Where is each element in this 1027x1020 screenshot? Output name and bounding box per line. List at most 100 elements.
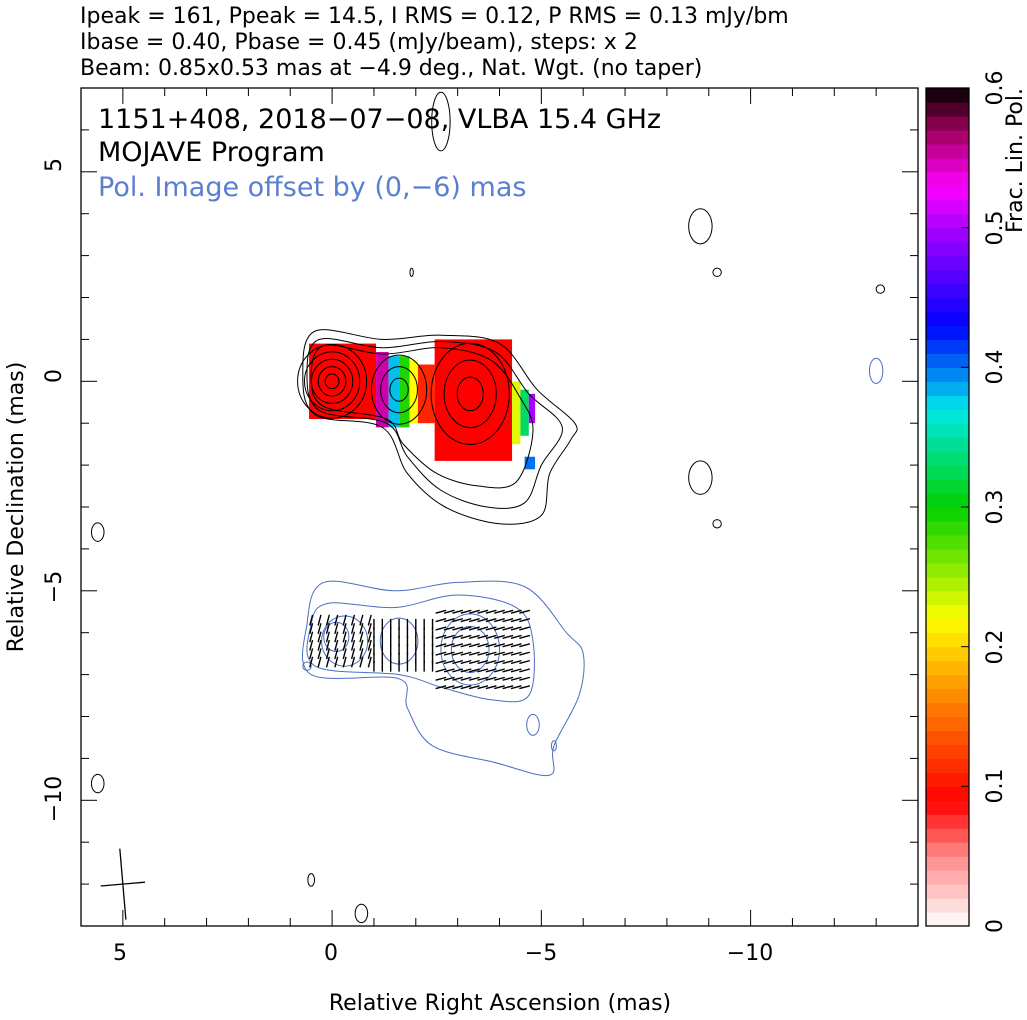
evpa-stick xyxy=(519,685,531,690)
x-tick-label: 5 xyxy=(113,941,127,966)
evpa-stick xyxy=(342,631,347,643)
evpa-stick xyxy=(494,659,505,665)
evpa-stick xyxy=(342,656,347,668)
evpa-stick xyxy=(502,609,514,614)
evpa-stick xyxy=(452,618,464,623)
evpa-stick xyxy=(494,651,505,656)
colorbar-segment xyxy=(926,730,969,746)
evpa-stick xyxy=(460,659,472,665)
evpa-stick xyxy=(359,614,364,626)
colorbar-segment xyxy=(926,814,969,829)
evpa-stick xyxy=(443,618,455,623)
evpa-stick xyxy=(309,656,314,668)
stokes-i-contour xyxy=(324,373,340,390)
evpa-stick xyxy=(325,648,330,660)
colorbar-segment xyxy=(926,185,969,201)
evpa-stick xyxy=(367,631,372,643)
colorbar-segment xyxy=(926,870,969,885)
colorbar-segment xyxy=(926,227,969,243)
frac-pol-pixel-block xyxy=(376,351,389,428)
evpa-stick xyxy=(519,651,531,656)
evpa-stick xyxy=(350,614,356,626)
evpa-stick xyxy=(510,609,522,614)
evpa-stick xyxy=(443,685,455,690)
evpa-stick xyxy=(342,623,347,634)
colorbar-segment xyxy=(926,395,969,410)
evpa-stick xyxy=(519,676,531,681)
evpa-stick xyxy=(494,609,505,614)
evpa-stick xyxy=(309,648,314,660)
evpa-stick xyxy=(519,626,531,631)
evpa-stick xyxy=(510,626,522,631)
evpa-stick xyxy=(519,618,531,623)
evpa-stick xyxy=(350,656,356,668)
colorbar-segment xyxy=(926,716,969,732)
evpa-stick xyxy=(325,623,330,634)
frac-pol-image xyxy=(309,339,536,470)
evpa-stick xyxy=(460,634,472,639)
colorbar-segment xyxy=(926,520,969,536)
program-annotation: MOJAVE Program xyxy=(98,137,325,168)
colorbar-segment xyxy=(926,604,969,620)
stokes-i-contour xyxy=(380,366,418,414)
evpa-stick xyxy=(502,626,514,631)
colorbar-segment xyxy=(926,632,969,648)
colorbar-segment xyxy=(926,381,969,396)
evpa-stick xyxy=(510,618,522,623)
evpa-stick xyxy=(325,656,330,668)
evpa-stick xyxy=(317,623,322,634)
evpa-stick xyxy=(359,656,364,668)
colorbar-segment xyxy=(926,241,969,257)
evpa-stick xyxy=(452,634,464,639)
evpa-stick xyxy=(485,659,497,665)
evpa-stick xyxy=(367,639,372,651)
noise-contour xyxy=(688,208,713,245)
evpa-stick xyxy=(350,648,356,660)
colorbar-segment xyxy=(926,660,969,676)
colorbar-segment xyxy=(926,884,969,899)
colorbar-segment xyxy=(926,618,969,634)
colorbar-segment xyxy=(926,437,969,452)
colorbar-segment xyxy=(926,842,969,857)
header-beam-line: Beam: 0.85x0.53 mas at −4.9 deg., Nat. W… xyxy=(80,56,702,81)
colorbar-tick-label: 0.3 xyxy=(983,490,1008,525)
evpa-stick xyxy=(452,626,464,631)
evpa-stick xyxy=(359,623,364,634)
evpa-stick xyxy=(452,676,464,681)
colorbar-segment xyxy=(926,758,969,773)
evpa-sticks xyxy=(309,609,531,690)
evpa-stick xyxy=(510,685,522,690)
colorbar-segment xyxy=(926,674,969,690)
pol-contour xyxy=(302,661,312,671)
evpa-stick xyxy=(359,639,364,651)
evpa-stick xyxy=(477,668,489,673)
evpa-stick xyxy=(485,634,497,639)
frac-pol-pixel-block xyxy=(512,381,521,445)
evpa-stick xyxy=(510,668,522,673)
evpa-stick xyxy=(325,631,330,643)
colorbar-segment xyxy=(926,898,969,913)
evpa-stick xyxy=(435,668,447,673)
evpa-stick xyxy=(350,631,356,643)
colorbar-segment xyxy=(926,353,969,368)
colorbar-segment xyxy=(926,311,969,327)
colorbar-segment xyxy=(926,856,969,871)
colorbar-segment xyxy=(926,786,969,801)
evpa-stick xyxy=(485,676,497,681)
colorbar-segment xyxy=(926,101,969,117)
evpa-stick xyxy=(502,676,514,681)
stokes-i-contour xyxy=(303,351,361,412)
evpa-stick xyxy=(460,676,472,681)
evpa-stick xyxy=(325,614,330,626)
noise-contour xyxy=(875,284,886,294)
evpa-stick xyxy=(519,659,531,665)
evpa-stick xyxy=(443,609,455,614)
evpa-stick xyxy=(477,685,489,690)
evpa-stick xyxy=(367,656,372,668)
evpa-stick xyxy=(452,668,464,673)
evpa-stick xyxy=(485,618,497,623)
colorbar-segment xyxy=(926,479,969,494)
evpa-stick xyxy=(468,626,480,631)
evpa-stick xyxy=(443,668,455,673)
